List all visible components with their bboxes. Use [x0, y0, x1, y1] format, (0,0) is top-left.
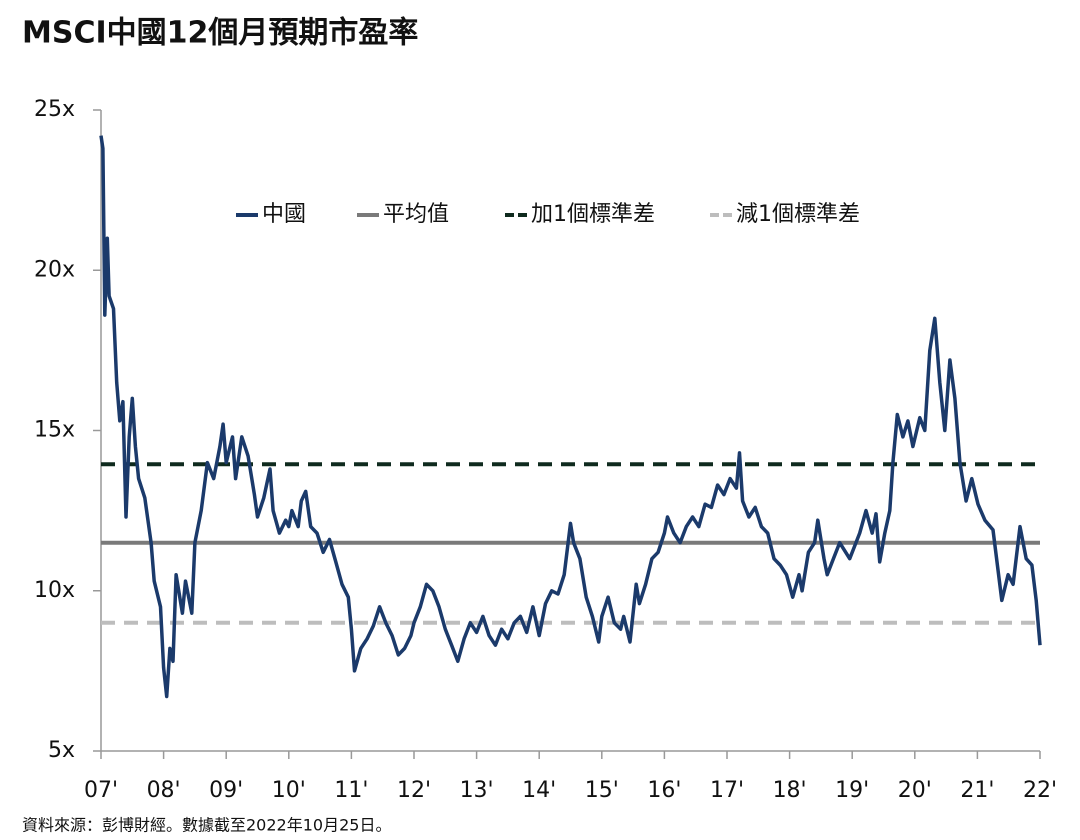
legend-label: 中國	[262, 202, 306, 227]
x-tick-label: 18'	[773, 778, 807, 803]
x-tick-label: 07'	[84, 778, 118, 803]
x-tick-label: 17'	[710, 778, 744, 803]
legend-label: 平均值	[383, 202, 449, 227]
x-tick-label: 20'	[898, 778, 932, 803]
x-tick-label: 14'	[522, 778, 556, 803]
x-tick-label: 13'	[460, 778, 494, 803]
x-tick-label: 15'	[585, 778, 619, 803]
x-tick-label: 19'	[835, 778, 869, 803]
x-tick-label: 09'	[209, 778, 243, 803]
y-tick-label: 5x	[48, 738, 75, 763]
x-tick-label: 22'	[1023, 778, 1057, 803]
x-tick-label: 11'	[334, 778, 368, 803]
y-tick-label: 25x	[34, 97, 75, 122]
x-tick-label: 08'	[147, 778, 181, 803]
x-tick-label: 12'	[397, 778, 431, 803]
source-note: 資料來源：彭博財經。數據截至2022年10月25日。	[22, 816, 391, 835]
y-tick-label: 20x	[34, 257, 75, 282]
x-tick-label: 10'	[272, 778, 306, 803]
chart-title: MSCI中國12個月預期市盈率	[22, 16, 418, 51]
legend-label: 減1個標準差	[736, 202, 860, 227]
y-tick-label: 15x	[34, 418, 75, 443]
series-line	[99, 135, 1042, 699]
y-tick-label: 10x	[34, 578, 75, 603]
x-tick-label: 21'	[960, 778, 994, 803]
legend-label: 加1個標準差	[531, 202, 655, 227]
x-tick-label: 16'	[647, 778, 681, 803]
